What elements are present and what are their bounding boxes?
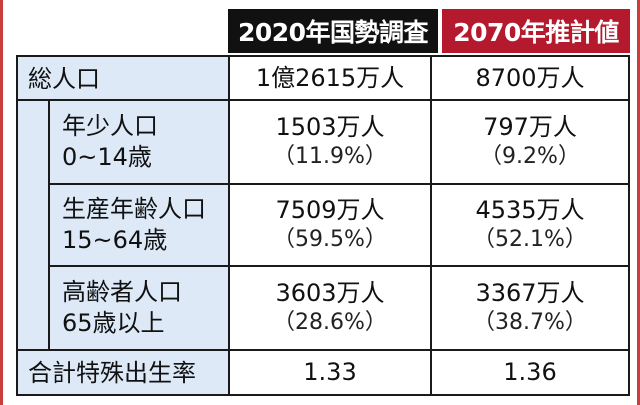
rule-after-youth bbox=[48, 183, 628, 185]
elderly-2070-cell: 3367万人 （38.7%） bbox=[432, 267, 628, 349]
row-label-youth: 年少人口 0~14歳 bbox=[50, 101, 228, 183]
header-2070-projection: 2070年推計値 bbox=[442, 9, 630, 53]
row-label-working-age: 生産年齢人口 15~64歳 bbox=[50, 185, 228, 265]
working-age-range: 15~64歳 bbox=[62, 226, 168, 254]
elderly-label: 高齢者人口 bbox=[62, 278, 182, 307]
population-table: 総人口 1億2615万人 8700万人 年少人口 0~14歳 1503万人 （1… bbox=[16, 55, 630, 396]
youth-age-range: 0~14歳 bbox=[62, 143, 152, 171]
working-2070-value: 4535万人 bbox=[475, 196, 585, 225]
elderly-2070-value: 3367万人 bbox=[475, 279, 585, 308]
working-2020-percent: （59.5%） bbox=[273, 227, 387, 253]
youth-label: 年少人口 bbox=[62, 112, 158, 141]
rule-after-elderly bbox=[18, 349, 628, 351]
elderly-2020-percent: （28.6%） bbox=[273, 310, 387, 336]
elderly-age-range: 65歳以上 bbox=[62, 309, 165, 337]
working-2070-percent: （52.1%） bbox=[473, 227, 587, 253]
left-red-border bbox=[0, 0, 3, 405]
shade-indent bbox=[18, 101, 48, 349]
rule-indent bbox=[48, 101, 50, 349]
row-label-fertility-rate: 合計特殊出生率 bbox=[28, 358, 196, 387]
youth-2070-cell: 797万人 （9.2%） bbox=[432, 101, 628, 183]
youth-2020-percent: （11.9%） bbox=[273, 144, 387, 170]
row-label-total-population: 総人口 bbox=[28, 65, 100, 93]
shade-subrows bbox=[48, 101, 228, 349]
header-2020-census: 2020年国勢調査 bbox=[228, 9, 438, 53]
working-2070-cell: 4535万人 （52.1%） bbox=[432, 185, 628, 265]
youth-2070-value: 797万人 bbox=[483, 113, 577, 142]
right-red-border bbox=[637, 0, 640, 405]
row-label-elderly: 高齢者人口 65歳以上 bbox=[50, 267, 228, 349]
shade-fertility bbox=[18, 349, 228, 394]
working-2020-value: 7509万人 bbox=[275, 196, 385, 225]
elderly-2070-percent: （38.7%） bbox=[473, 310, 587, 336]
fertility-2070-value: 1.36 bbox=[503, 357, 557, 386]
rule-after-total bbox=[18, 99, 628, 101]
youth-2020-value: 1503万人 bbox=[275, 113, 385, 142]
rule-middle-column bbox=[430, 57, 432, 394]
rule-after-working bbox=[48, 265, 628, 267]
working-2020-cell: 7509万人 （59.5%） bbox=[230, 185, 430, 265]
rule-label-column bbox=[228, 57, 230, 394]
youth-2020-cell: 1503万人 （11.9%） bbox=[230, 101, 430, 183]
youth-2070-percent: （9.2%） bbox=[480, 144, 580, 170]
total-2070-value: 8700万人 bbox=[475, 64, 585, 93]
total-2020-value: 1億2615万人 bbox=[255, 64, 405, 93]
elderly-2020-cell: 3603万人 （28.6%） bbox=[230, 267, 430, 349]
working-label: 生産年齢人口 bbox=[62, 195, 206, 224]
shade-total bbox=[18, 57, 228, 101]
fertility-2020-value: 1.33 bbox=[303, 357, 357, 386]
elderly-2020-value: 3603万人 bbox=[275, 279, 385, 308]
